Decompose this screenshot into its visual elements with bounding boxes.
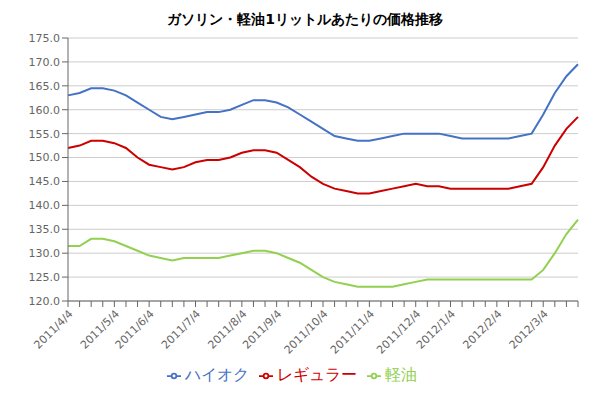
svg-text:2012/1/4: 2012/1/4: [414, 307, 458, 351]
svg-text:165.0: 165.0: [29, 80, 61, 93]
svg-text:125.0: 125.0: [29, 271, 61, 284]
html-text:軽油: 軽油: [385, 365, 417, 384]
svg-text:2011/11/4: 2011/11/4: [328, 307, 377, 356]
svg-text:2011/10/4: 2011/10/4: [282, 307, 331, 356]
svg-text:2011/8/4: 2011/8/4: [205, 307, 250, 352]
svg-text:120.0: 120.0: [29, 295, 61, 308]
svg-text:2012/3/4: 2012/3/4: [507, 307, 551, 351]
svg-text:2011/6/4: 2011/6/4: [113, 307, 157, 351]
svg-text:175.0: 175.0: [29, 32, 61, 45]
svg-text:2011/4/4: 2011/4/4: [32, 307, 76, 351]
svg-text:2011/9/4: 2011/9/4: [240, 307, 284, 351]
svg-text:2012/2/4: 2012/2/4: [460, 307, 504, 351]
svg-text:150.0: 150.0: [29, 151, 61, 164]
svg-text:145.0: 145.0: [29, 175, 61, 188]
svg-text:2011/7/4: 2011/7/4: [159, 307, 203, 351]
svg-text:155.0: 155.0: [29, 128, 61, 141]
html-text:レギュラー: レギュラー: [277, 365, 357, 384]
svg-text:130.0: 130.0: [29, 247, 61, 260]
svg-text:2011/5/4: 2011/5/4: [77, 307, 122, 352]
svg-text:2011/12/4: 2011/12/4: [374, 307, 423, 356]
html-text:ハイオク: ハイオク: [185, 365, 249, 384]
svg-text:135.0: 135.0: [29, 223, 61, 236]
svg-text:160.0: 160.0: [29, 104, 61, 117]
html-text:ガソリン・軽油1リットルあたりの価格推移: ガソリン・軽油1リットルあたりの価格推移: [167, 11, 443, 27]
svg-text:170.0: 170.0: [29, 56, 61, 69]
svg-text:140.0: 140.0: [29, 199, 61, 212]
